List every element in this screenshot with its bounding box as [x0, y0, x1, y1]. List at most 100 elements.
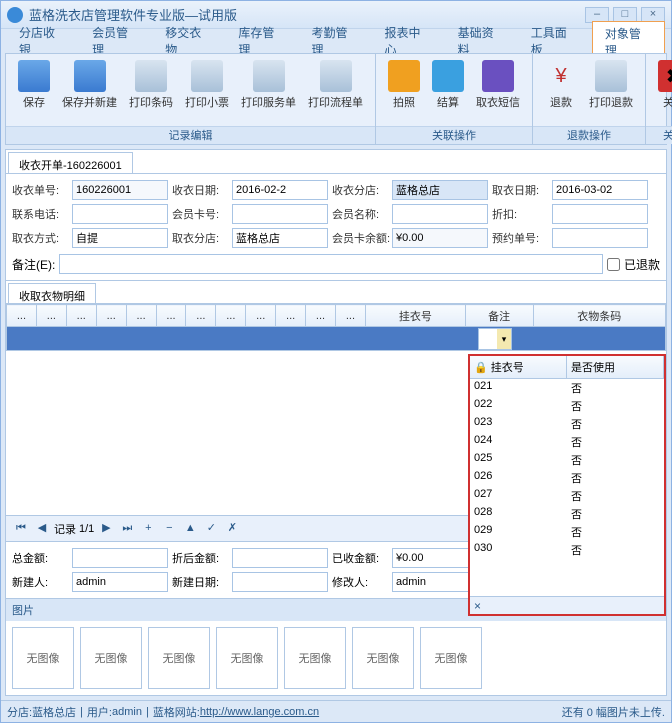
- popup-row[interactable]: 025否: [470, 451, 664, 469]
- order-form: 收衣单号: 收衣日期: 收衣分店: 取衣日期: 联系电话: 会员卡号: 会员名称…: [6, 174, 666, 254]
- grid-col[interactable]: ...: [306, 305, 336, 327]
- pager-add-button[interactable]: +: [139, 520, 157, 538]
- print-ticket-label: 打印小票: [185, 94, 229, 110]
- create-date-input: [232, 572, 328, 592]
- print-flow-icon: [320, 60, 352, 92]
- save-new-button[interactable]: 保存并新建: [56, 58, 123, 126]
- card-no-input[interactable]: [232, 204, 328, 224]
- status-site-link[interactable]: http://www.lange.com.cn: [200, 706, 319, 718]
- grid-col[interactable]: ...: [335, 305, 365, 327]
- status-site-label: 蓝格网站:: [153, 704, 200, 720]
- grid-col[interactable]: ...: [276, 305, 306, 327]
- grid-col[interactable]: ...: [246, 305, 276, 327]
- popup-row[interactable]: 028否: [470, 505, 664, 523]
- popup-close-button[interactable]: ×: [474, 599, 481, 613]
- grid-col[interactable]: ...: [36, 305, 66, 327]
- pager-ok-button[interactable]: ✓: [202, 520, 220, 538]
- popup-row[interactable]: 023否: [470, 415, 664, 433]
- sms-label: 取衣短信: [476, 94, 520, 110]
- pickup-branch-input[interactable]: [232, 228, 328, 248]
- pic-slot[interactable]: 无图像: [352, 627, 414, 689]
- close-button[interactable]: ✖关闭: [652, 58, 672, 126]
- popup-row[interactable]: 027否: [470, 487, 664, 505]
- pic-slot[interactable]: 无图像: [12, 627, 74, 689]
- print-refund-icon: [595, 60, 627, 92]
- hanger-combo[interactable]: ▾: [478, 328, 512, 350]
- reserve-input[interactable]: [552, 228, 648, 248]
- save-new-icon: [74, 60, 106, 92]
- print-refund-button[interactable]: 打印退款: [583, 58, 639, 126]
- popup-row[interactable]: 024否: [470, 433, 664, 451]
- discount-label: 折扣:: [492, 206, 548, 222]
- order-no-input[interactable]: [72, 180, 168, 200]
- paid-label: 已收金额:: [332, 550, 388, 566]
- detail-tab[interactable]: 收取衣物明细: [8, 283, 96, 303]
- grid-col[interactable]: 挂衣号: [365, 305, 465, 327]
- grid-col[interactable]: ...: [126, 305, 156, 327]
- hanger-popup: 🔒 挂衣号 是否使用 021否022否023否024否025否026否027否0…: [468, 354, 666, 616]
- table-row[interactable]: [7, 327, 666, 351]
- chevron-down-icon[interactable]: ▾: [497, 329, 511, 349]
- refund-button[interactable]: ¥退款: [539, 58, 583, 126]
- print-flow-button[interactable]: 打印流程单: [302, 58, 369, 126]
- pager-last-button[interactable]: ⏭: [118, 520, 136, 538]
- balance-input: [392, 228, 488, 248]
- sms-button[interactable]: 取衣短信: [470, 58, 526, 126]
- pic-slot[interactable]: 无图像: [148, 627, 210, 689]
- pic-slot[interactable]: 无图像: [80, 627, 142, 689]
- save-button[interactable]: 保存: [12, 58, 56, 126]
- balance-label: 会员卡余额:: [332, 230, 388, 246]
- pager-first-button[interactable]: ⏮: [12, 520, 30, 538]
- remark-input[interactable]: [59, 254, 603, 274]
- pager-prev-button[interactable]: ◀: [33, 520, 51, 538]
- grid-col[interactable]: 备注: [465, 305, 533, 327]
- popup-row[interactable]: 029否: [470, 523, 664, 541]
- print-barcode-button[interactable]: 打印条码: [123, 58, 179, 126]
- print-service-label: 打印服务单: [241, 94, 296, 110]
- doc-tab[interactable]: 收衣开单-160226001: [8, 152, 133, 173]
- status-user: admin: [112, 706, 142, 718]
- close-label: 关闭: [663, 94, 672, 110]
- settle-icon: [432, 60, 464, 92]
- settle-button[interactable]: 结算: [426, 58, 470, 126]
- branch-input[interactable]: [392, 180, 488, 200]
- order-date-input[interactable]: [232, 180, 328, 200]
- photo-icon: [388, 60, 420, 92]
- pickup-way-input[interactable]: [72, 228, 168, 248]
- popup-row[interactable]: 026否: [470, 469, 664, 487]
- grid-col[interactable]: ...: [156, 305, 186, 327]
- pic-slot[interactable]: 无图像: [284, 627, 346, 689]
- grid-col[interactable]: ...: [66, 305, 96, 327]
- print-ticket-icon: [191, 60, 223, 92]
- grid-col[interactable]: ...: [7, 305, 37, 327]
- phone-input[interactable]: [72, 204, 168, 224]
- pickup-date-input[interactable]: [552, 180, 648, 200]
- pager-del-button[interactable]: −: [160, 520, 178, 538]
- discount-input[interactable]: [552, 204, 648, 224]
- order-date-label: 收衣日期:: [172, 182, 228, 198]
- pic-slot[interactable]: 无图像: [216, 627, 278, 689]
- grid-col[interactable]: 衣物条码: [533, 305, 666, 327]
- branch-label: 收衣分店:: [332, 182, 388, 198]
- refunded-label: 已退款: [624, 256, 660, 273]
- grid-col[interactable]: ...: [96, 305, 126, 327]
- print-service-button[interactable]: 打印服务单: [235, 58, 302, 126]
- popup-row[interactable]: 021否: [470, 379, 664, 397]
- refunded-checkbox[interactable]: [607, 258, 620, 271]
- grid-col[interactable]: ...: [216, 305, 246, 327]
- pager-edit-button[interactable]: ▲: [181, 520, 199, 538]
- print-ticket-button[interactable]: 打印小票: [179, 58, 235, 126]
- popup-row[interactable]: 022否: [470, 397, 664, 415]
- member-input[interactable]: [392, 204, 488, 224]
- grid-col[interactable]: ...: [186, 305, 216, 327]
- create-date-label: 新建日期:: [172, 574, 228, 590]
- photo-button[interactable]: 拍照: [382, 58, 426, 126]
- popup-row[interactable]: 030否: [470, 541, 664, 559]
- pager-cancel-button[interactable]: ✗: [223, 520, 241, 538]
- pager-next-button[interactable]: ▶: [97, 520, 115, 538]
- pic-slot[interactable]: 无图像: [420, 627, 482, 689]
- print-service-icon: [253, 60, 285, 92]
- detail-grid[interactable]: ....................................挂衣号备…: [6, 304, 666, 351]
- remark-label: 备注(E):: [12, 256, 55, 273]
- photo-label: 拍照: [393, 94, 415, 110]
